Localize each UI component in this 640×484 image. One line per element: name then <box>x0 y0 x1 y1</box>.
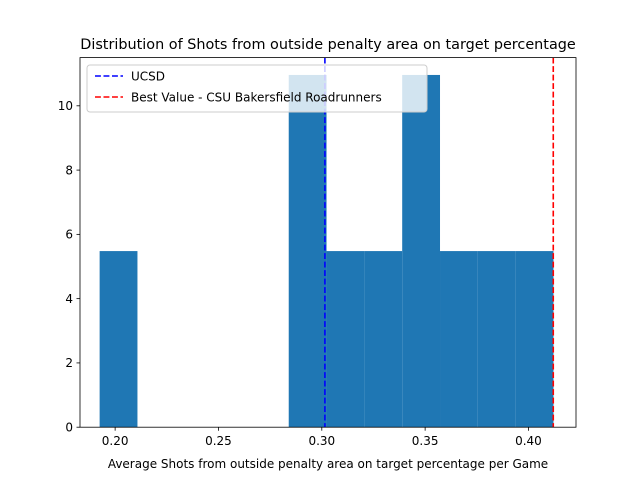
x-tick-label-3: 0.35 <box>412 434 439 448</box>
reference-lines-group <box>324 57 555 428</box>
x-tick-label-4: 0.40 <box>515 434 542 448</box>
plot-frame <box>79 57 577 428</box>
x-tick-label-1: 0.25 <box>205 434 232 448</box>
histogram-bar-0 <box>99 251 138 428</box>
x-axis-label: Average Shots from outside penalty area … <box>108 457 548 471</box>
bars-group <box>99 74 554 428</box>
histogram-bar-9 <box>440 251 478 428</box>
histogram-bar-8 <box>402 74 441 428</box>
x-axis: 0.20 0.25 0.30 0.35 0.40 <box>102 427 542 448</box>
y-tick-label-0: 0 <box>65 421 73 435</box>
y-tick-label-5: 10 <box>58 99 73 113</box>
y-tick-label-1: 2 <box>65 356 73 370</box>
x-tick-label-0: 0.20 <box>102 434 129 448</box>
chart-title: Distribution of Shots from outside penal… <box>80 37 576 53</box>
histogram-bar-11 <box>515 251 554 428</box>
histogram-bar-6 <box>326 251 365 428</box>
legend-label-best-value: Best Value - CSU Bakersfield Roadrunners <box>131 91 382 105</box>
x-tick-label-2: 0.30 <box>308 434 335 448</box>
histogram-bar-5 <box>288 74 327 428</box>
legend: UCSD Best Value - CSU Bakersfield Roadru… <box>86 64 428 113</box>
y-tick-label-3: 6 <box>65 228 73 242</box>
legend-box <box>86 64 428 113</box>
legend-label-ucsd: UCSD <box>131 70 165 84</box>
histogram-bar-10 <box>477 251 516 428</box>
y-axis: 0 2 4 6 8 10 <box>58 99 80 435</box>
y-tick-label-2: 4 <box>65 292 73 306</box>
y-tick-label-4: 8 <box>65 163 73 177</box>
histogram-bar-7 <box>364 251 403 428</box>
